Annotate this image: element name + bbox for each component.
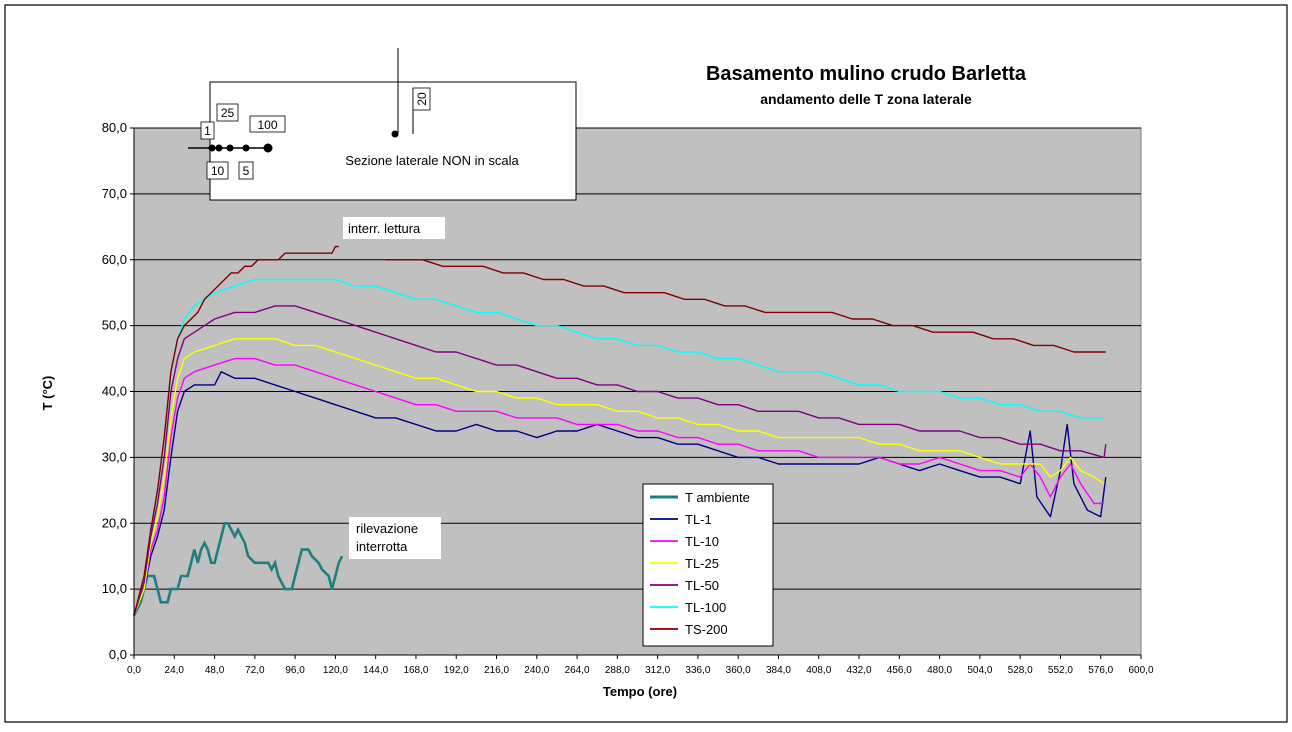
series-layer <box>132 245 1107 617</box>
sensor-dot-100 <box>263 143 273 153</box>
x-tick-label: 432,0 <box>847 665 872 676</box>
section-diagram: 1 25 100 10 5 20 Sezione laterale NON in… <box>188 48 577 201</box>
y-tick-label: 50,0 <box>102 318 127 333</box>
x-tick-label: 264,0 <box>565 665 590 676</box>
x-tick-label: 168,0 <box>403 665 428 676</box>
sensor-label-25-box <box>216 103 239 122</box>
x-tick-label: 600,0 <box>1128 665 1153 676</box>
y-tick-label: 70,0 <box>102 186 127 201</box>
x-tick-label: 48,0 <box>205 665 225 676</box>
legend-label-tl-50: TL-50 <box>685 578 719 593</box>
legend-label-tl-100: TL-100 <box>685 600 726 615</box>
series-line-ts-200 <box>133 245 1106 616</box>
x-tick-label: 336,0 <box>685 665 710 676</box>
sensor-label-25: 25 <box>221 106 235 120</box>
x-tick-label: 192,0 <box>444 665 469 676</box>
annotation-interrotta: interrotta <box>356 539 408 554</box>
x-tick-label: 504,0 <box>967 665 992 676</box>
sensor-dot-200 <box>391 130 399 138</box>
legend-box <box>642 483 774 647</box>
x-tick-label: 216,0 <box>484 665 509 676</box>
x-tick-label: 408,0 <box>806 665 831 676</box>
axes: 0,0 10,0 20,0 30,0 40,0 50,0 60,0 70,0 80,0 0,0 24… <box>102 120 1154 676</box>
series-line-tl-50 <box>133 305 1107 616</box>
grid-lines <box>134 127 1141 590</box>
x-tick-label: 384,0 <box>766 665 791 676</box>
sensor-label-10-box <box>206 161 229 180</box>
x-tick-label: 72,0 <box>245 665 265 676</box>
x-tick-label: 552,0 <box>1048 665 1073 676</box>
x-tick-label: 312,0 <box>645 665 670 676</box>
sensor-dot-10 <box>215 144 223 152</box>
x-tick-label: 456,0 <box>887 665 912 676</box>
x-tick-label: 120,0 <box>323 665 348 676</box>
sensor-label-1: 1 <box>204 124 211 138</box>
series-line-tl-10 <box>133 357 1105 616</box>
x-tick-label: 24,0 <box>165 665 185 676</box>
y-tick-label: 60,0 <box>102 252 127 267</box>
sensor-label-5: 5 <box>243 164 250 178</box>
series-line-tl-100 <box>133 278 1105 616</box>
sensor-dot-50 <box>242 144 250 152</box>
sensor-label-10: 10 <box>211 164 225 178</box>
annotation-rilevazione-box <box>349 517 441 559</box>
section-diagram-box <box>209 81 577 201</box>
x-axis-label: Tempo (ore) <box>603 684 677 699</box>
sensor-label-1-box <box>200 121 215 140</box>
sensor-dot-1 <box>208 144 216 152</box>
y-tick-label: 0,0 <box>109 647 127 662</box>
annotation-interr-box <box>343 217 445 239</box>
sensor-label-100: 100 <box>257 118 277 132</box>
x-tick-label: 144,0 <box>363 665 388 676</box>
x-tick-label: 288,0 <box>605 665 630 676</box>
sensor-label-5-box <box>238 161 254 180</box>
x-tick-label: 528,0 <box>1008 665 1033 676</box>
y-axis-label: T (°C) <box>40 376 55 411</box>
y-tick-label: 80,0 <box>102 120 127 135</box>
x-tick-label: 0,0 <box>127 665 141 676</box>
legend: T ambiente TL-1 TL-10 TL-25 TL-50 TL-100 TS-20… <box>642 483 774 647</box>
series-line-tl-25 <box>133 338 1105 616</box>
x-tick-label: 360,0 <box>726 665 751 676</box>
x-tick-label: 576,0 <box>1088 665 1113 676</box>
sensor-label-100-box <box>249 115 286 133</box>
y-tick-label: 40,0 <box>102 384 127 399</box>
sensor-label-20-box <box>412 87 431 111</box>
x-tick-label: 96,0 <box>285 665 305 676</box>
annotation-interr-lettura: interr. lettura <box>348 221 421 236</box>
chart-title: Basamento mulino crudo Barletta <box>706 63 1027 85</box>
legend-label-tl-1: TL-1 <box>685 512 712 527</box>
y-tick-label: 10,0 <box>102 581 127 596</box>
section-caption: Sezione laterale NON in scala <box>345 153 519 168</box>
y-tick-label: 30,0 <box>102 449 127 464</box>
annotation-rilevazione: rilevazione <box>356 521 418 536</box>
x-tick-label: 240,0 <box>524 665 549 676</box>
legend-label-tl-10: TL-10 <box>685 534 719 549</box>
sensor-label-20: 20 <box>415 92 429 106</box>
x-tick-label: 480,0 <box>927 665 952 676</box>
sensor-dot-25 <box>226 144 234 152</box>
series-line-t-ambiente <box>132 522 344 617</box>
legend-label-ts-200: TS-200 <box>685 622 728 637</box>
chart-subtitle: andamento delle T zona laterale <box>760 91 972 107</box>
legend-label-t-ambiente: T ambiente <box>685 490 750 505</box>
legend-label-tl-25: TL-25 <box>685 556 719 571</box>
y-tick-label: 20,0 <box>102 515 127 530</box>
